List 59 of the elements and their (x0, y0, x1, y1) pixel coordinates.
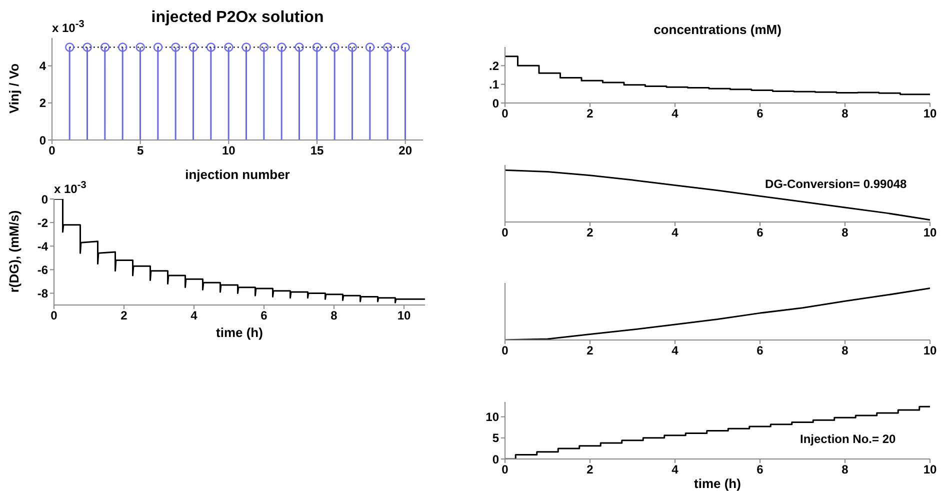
x-tick-label: 4 (672, 344, 679, 358)
x-tick-label: 6 (756, 462, 764, 477)
y-axis-title: Vinj / Vo (6, 62, 22, 116)
x-tick-label: 8 (842, 462, 849, 477)
y-tick-label: -2 (37, 216, 48, 230)
text: x 10$^{-3}$ (54, 180, 86, 196)
x-tick-label: 6 (756, 226, 764, 240)
x-tick-label: 10 (923, 344, 937, 358)
x-tick-label: 10 (397, 308, 411, 323)
x-tick-label: 6 (260, 308, 268, 323)
x-tick-label: 10 (923, 226, 937, 240)
y-tick-label: 5 (492, 431, 500, 446)
y-axis-title: r(DG), (mM/s) (6, 209, 22, 295)
y-tick-label: .1 (488, 78, 500, 92)
x-tick-label: 10 (222, 144, 236, 158)
x-tick-label: 8 (842, 106, 849, 121)
x-tick-label: 2 (586, 462, 594, 477)
x-axis-title: time (h) (693, 476, 742, 491)
x-tick-label: 6 (756, 106, 764, 121)
x-tick-label: 5 (136, 144, 144, 158)
y-tick-label: 0 (41, 192, 48, 206)
x-tick-label: 4 (672, 462, 679, 477)
x-tick-label: 0 (502, 226, 509, 240)
y-tick-label: 10 (486, 410, 500, 424)
x-tick-label: 2 (586, 344, 594, 358)
x-tick-label: 0 (502, 462, 509, 477)
x-tick-label: 0 (502, 344, 509, 358)
x-axis-title: injection number (185, 167, 290, 182)
y-tick-label: -8 (37, 286, 48, 300)
x-tick-label: 8 (842, 344, 849, 358)
chart-title: concentrations (mM) (652, 22, 782, 37)
x-tick-label: 0 (502, 106, 509, 121)
x-tick-label: 6 (756, 344, 764, 358)
x-tick-label: 8 (842, 226, 849, 240)
x-tick-label: 15 (310, 144, 324, 158)
y-tick-label: 4 (39, 59, 46, 74)
y-tick-label: 2 (39, 96, 46, 110)
x-axis-title: time (h) (215, 325, 264, 340)
y-tick-label: -4 (37, 239, 48, 254)
chart-title: injected P2Ox solution (151, 9, 324, 26)
x-tick-label: 10 (923, 106, 937, 121)
annotation: Injection No.= 20 (800, 432, 896, 446)
x-tick-label: 10 (923, 462, 937, 477)
x-tick-label: 8 (330, 308, 338, 323)
y-tick-label: 0 (39, 133, 46, 148)
x-tick-label: 4 (672, 226, 679, 240)
x-tick-label: 0 (50, 308, 58, 323)
x-tick-label: 2 (586, 106, 594, 121)
y-tick-label: 0 (492, 452, 500, 466)
y-tick-label: -6 (37, 262, 48, 277)
annotation: DG-Conversion= 0.99048 (765, 177, 907, 191)
x-tick-label: 2 (586, 226, 594, 240)
x-tick-label: 4 (190, 308, 198, 323)
x-tick-label: 2 (120, 308, 128, 323)
y-tick-label: 0 (492, 96, 500, 110)
x-tick-label: 4 (672, 106, 679, 121)
x-tick-label: 20 (398, 144, 412, 158)
text: x 10$^{-3}$ (52, 19, 84, 35)
y-tick-label: .2 (488, 58, 500, 73)
